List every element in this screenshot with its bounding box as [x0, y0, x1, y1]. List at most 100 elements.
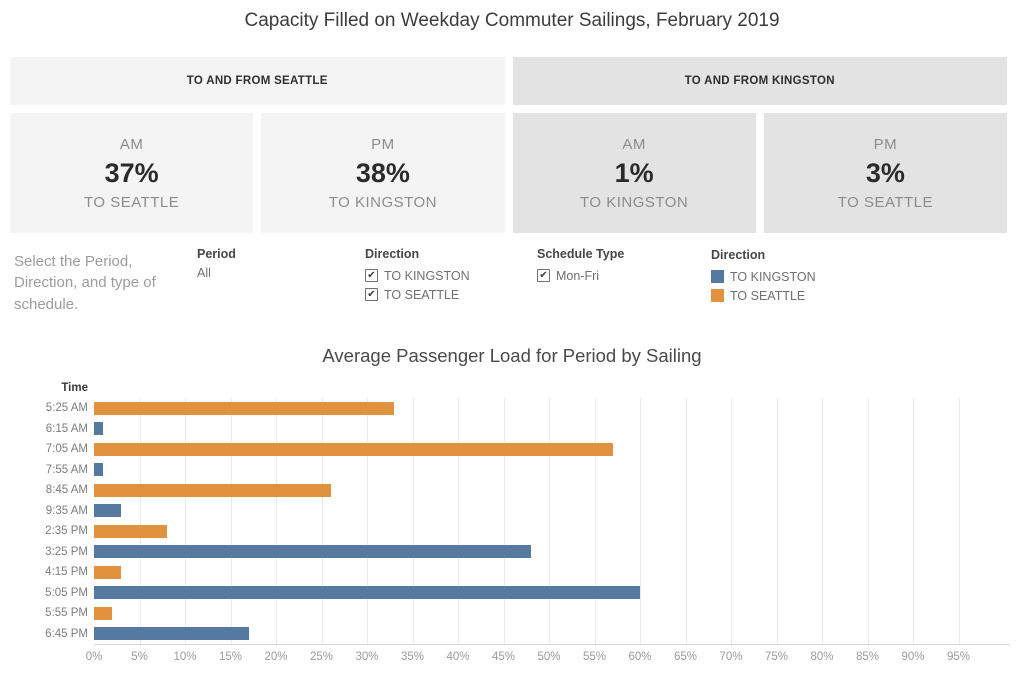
- y-axis-tick-label: 7:05 AM: [45, 443, 88, 456]
- dashboard-title: Capacity Filled on Weekday Commuter Sail…: [244, 10, 780, 31]
- gridline: [458, 398, 459, 644]
- checkbox-label: TO KINGSTON: [384, 268, 470, 283]
- summary-cards: AM 37% TO SEATTLE PM 38% TO KINGSTON AM …: [10, 113, 1007, 233]
- card-direction-label: TO KINGSTON: [579, 193, 689, 211]
- y-axis-tick-label: 5:05 PM: [45, 586, 88, 599]
- period-filter: Period All: [197, 247, 236, 280]
- y-axis-tick-label: 2:35 PM: [45, 525, 88, 538]
- bar-row: [94, 521, 1010, 542]
- summary-card-kingston-am: AM 1% TO KINGSTON: [512, 113, 756, 233]
- section-header-label: TO AND FROM KINGSTON: [684, 75, 835, 87]
- bar-6-45-pm[interactable]: [94, 627, 249, 641]
- section-header-kingston: TO AND FROM KINGSTON: [512, 57, 1007, 105]
- card-direction-label: TO KINGSTON: [328, 193, 438, 211]
- bar-row: [94, 562, 1010, 583]
- y-axis-tick-label: 8:45 AM: [45, 484, 88, 497]
- card-period-label: PM: [873, 135, 898, 153]
- x-axis-tick-label: 10%: [173, 651, 197, 663]
- y-axis-tick-label: 5:25 AM: [45, 402, 88, 415]
- y-axis-title: Time: [61, 382, 88, 394]
- bar-row: [94, 542, 1010, 563]
- gridline: [321, 398, 323, 644]
- gridline: [822, 398, 823, 644]
- legend-item-seattle[interactable]: TO SEATTLE: [711, 286, 816, 305]
- bar-rows: [94, 398, 1010, 644]
- period-filter-label: Period: [197, 247, 236, 261]
- schedule-option-monfri[interactable]: ✔ Mon-Fri: [537, 266, 624, 285]
- schedule-type-filter-label: Schedule Type: [537, 247, 625, 261]
- x-axis-tick-label: 45%: [491, 651, 516, 663]
- y-axis-tick-label: 3:25 PM: [45, 545, 88, 558]
- x-axis-tick-label: 15%: [218, 651, 243, 663]
- check-icon: ✔: [367, 269, 376, 281]
- instruction-text: Select the Period, Direction, and type o…: [14, 253, 156, 313]
- gridline: [230, 398, 232, 644]
- card-period-label: PM: [371, 135, 395, 153]
- x-axis-tick-label: 50%: [537, 651, 561, 663]
- direction-filter-label: Direction: [365, 247, 420, 261]
- bar-2-35-pm[interactable]: [94, 524, 167, 538]
- bar-8-45-am[interactable]: [94, 483, 331, 497]
- gridline: [776, 398, 778, 644]
- bar-5-25-am[interactable]: [94, 401, 395, 415]
- bar-7-55-am[interactable]: [94, 463, 104, 477]
- bar-9-35-am[interactable]: [94, 504, 122, 518]
- gridline: [913, 398, 914, 644]
- direction-legend: Direction TO KINGSTON TO SEATTLE: [711, 248, 816, 305]
- x-axis-tick-label: 35%: [400, 651, 425, 663]
- legend-swatch-kingston[interactable]: [711, 270, 724, 283]
- check-icon: ✔: [539, 269, 548, 281]
- y-axis-tick-label: 6:45 PM: [45, 627, 88, 640]
- y-axis-tick-label: 5:55 PM: [45, 607, 88, 620]
- x-axis-tick-label: 25%: [309, 651, 334, 663]
- checkbox-icon[interactable]: ✔: [365, 288, 378, 301]
- card-period-label: AM: [622, 135, 646, 153]
- direction-option-seattle[interactable]: ✔ TO SEATTLE: [365, 285, 470, 304]
- card-direction-label: TO SEATTLE: [837, 193, 934, 211]
- section-headers: TO AND FROM SEATTLE TO AND FROM KINGSTON: [10, 57, 1007, 105]
- gridline: [367, 398, 368, 644]
- x-axis-tick-label: 5%: [131, 651, 148, 663]
- bar-row: [94, 439, 1010, 460]
- x-axis-tick-label: 80%: [810, 651, 834, 663]
- bar-row: [94, 624, 1010, 645]
- bar-6-15-am[interactable]: [94, 422, 104, 436]
- summary-card-kingston-pm: PM 3% TO SEATTLE: [763, 113, 1007, 233]
- x-axis-tick-label: 30%: [355, 651, 379, 663]
- x-axis-tick-label: 70%: [719, 651, 743, 663]
- bar-5-55-pm[interactable]: [94, 606, 113, 620]
- bar-row: [94, 398, 1010, 419]
- x-axis-tick-label: 65%: [673, 651, 698, 663]
- gridline: [185, 398, 186, 644]
- gridline: [640, 398, 641, 644]
- bar-3-25-pm[interactable]: [94, 545, 531, 559]
- card-value: 38%: [355, 157, 410, 188]
- checkbox-icon[interactable]: ✔: [537, 269, 550, 282]
- legend-item-label: TO KINGSTON: [730, 269, 816, 284]
- gridline: [412, 398, 414, 644]
- gridline: [731, 398, 732, 644]
- legend-label: Direction: [711, 248, 766, 262]
- x-axis-tick-label: 0%: [85, 651, 103, 663]
- legend-item-label: TO SEATTLE: [730, 288, 806, 303]
- section-header-label: TO AND FROM SEATTLE: [186, 75, 328, 87]
- y-axis-tick-label: 6:15 AM: [45, 422, 88, 435]
- y-axis-tick-label: 7:55 AM: [45, 463, 88, 476]
- checkbox-icon[interactable]: ✔: [365, 269, 378, 282]
- y-axis-tick-label: 4:15 PM: [45, 566, 88, 579]
- bar-7-05-am[interactable]: [94, 442, 613, 456]
- period-filter-value[interactable]: All: [197, 266, 211, 280]
- x-axis-tick-label: 85%: [855, 651, 880, 663]
- summary-card-seattle-am: AM 37% TO SEATTLE: [10, 113, 254, 233]
- bar-row: [94, 603, 1010, 624]
- bar-5-05-pm[interactable]: [94, 586, 640, 600]
- legend-swatch-seattle[interactable]: [711, 289, 724, 302]
- direction-option-kingston[interactable]: ✔ TO KINGSTON: [365, 266, 470, 285]
- gridline: [549, 398, 550, 644]
- card-value: 37%: [104, 157, 159, 188]
- x-axis-tick-label: 55%: [582, 651, 607, 663]
- x-axis-tick-label: 95%: [946, 651, 971, 663]
- legend-item-kingston[interactable]: TO KINGSTON: [711, 267, 816, 286]
- bar-4-15-pm[interactable]: [94, 565, 122, 579]
- chart-title: Average Passenger Load for Period by Sai…: [322, 345, 702, 366]
